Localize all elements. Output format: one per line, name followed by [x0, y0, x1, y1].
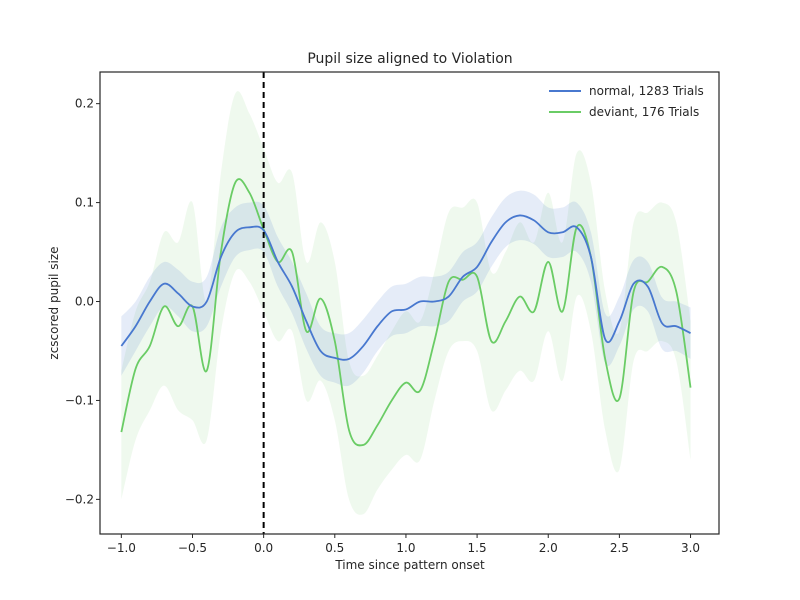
y-tick-label: −0.2	[65, 492, 94, 506]
series-line-0	[120, 214, 691, 361]
x-tick-label: −1.0	[107, 541, 136, 555]
x-tick-label: 2.5	[610, 541, 629, 555]
plot-frame	[99, 71, 720, 535]
legend-label-0: normal, 1283 Trials	[589, 84, 704, 98]
y-tick-label: 0.1	[75, 196, 94, 210]
y-axis-title: zcscored pupil size	[47, 246, 61, 359]
series-lines	[120, 178, 692, 447]
legend: normal, 1283 Trials deviant, 176 Trials	[549, 84, 704, 119]
x-tick-label: −0.5	[178, 541, 207, 555]
chart-title: Pupil size aligned to Violation	[307, 51, 512, 67]
x-tick-label: 0.5	[325, 541, 344, 555]
x-axis-title: Time since pattern onset	[334, 558, 485, 572]
y-ticks: −0.2 −0.1 0.0 0.1 0.2	[65, 97, 100, 506]
x-tick-label: 1.0	[396, 541, 415, 555]
series-line-1	[120, 178, 692, 447]
x-tick-label: 0.0	[254, 541, 273, 555]
y-tick-label: −0.1	[65, 393, 94, 407]
legend-label-1: deviant, 176 Trials	[589, 105, 699, 119]
y-tick-label: 0.0	[75, 295, 94, 309]
plot-area	[100, 72, 719, 534]
ci-band-0	[121, 190, 691, 387]
y-tick-label: 0.2	[75, 97, 94, 111]
x-tick-label: 1.5	[468, 541, 487, 555]
x-tick-label: 2.0	[539, 541, 558, 555]
x-tick-label: 3.0	[681, 541, 700, 555]
x-ticks: −1.0 −0.5 0.0 0.5 1.0 1.5 2.0 2.5 3.0	[107, 534, 700, 555]
